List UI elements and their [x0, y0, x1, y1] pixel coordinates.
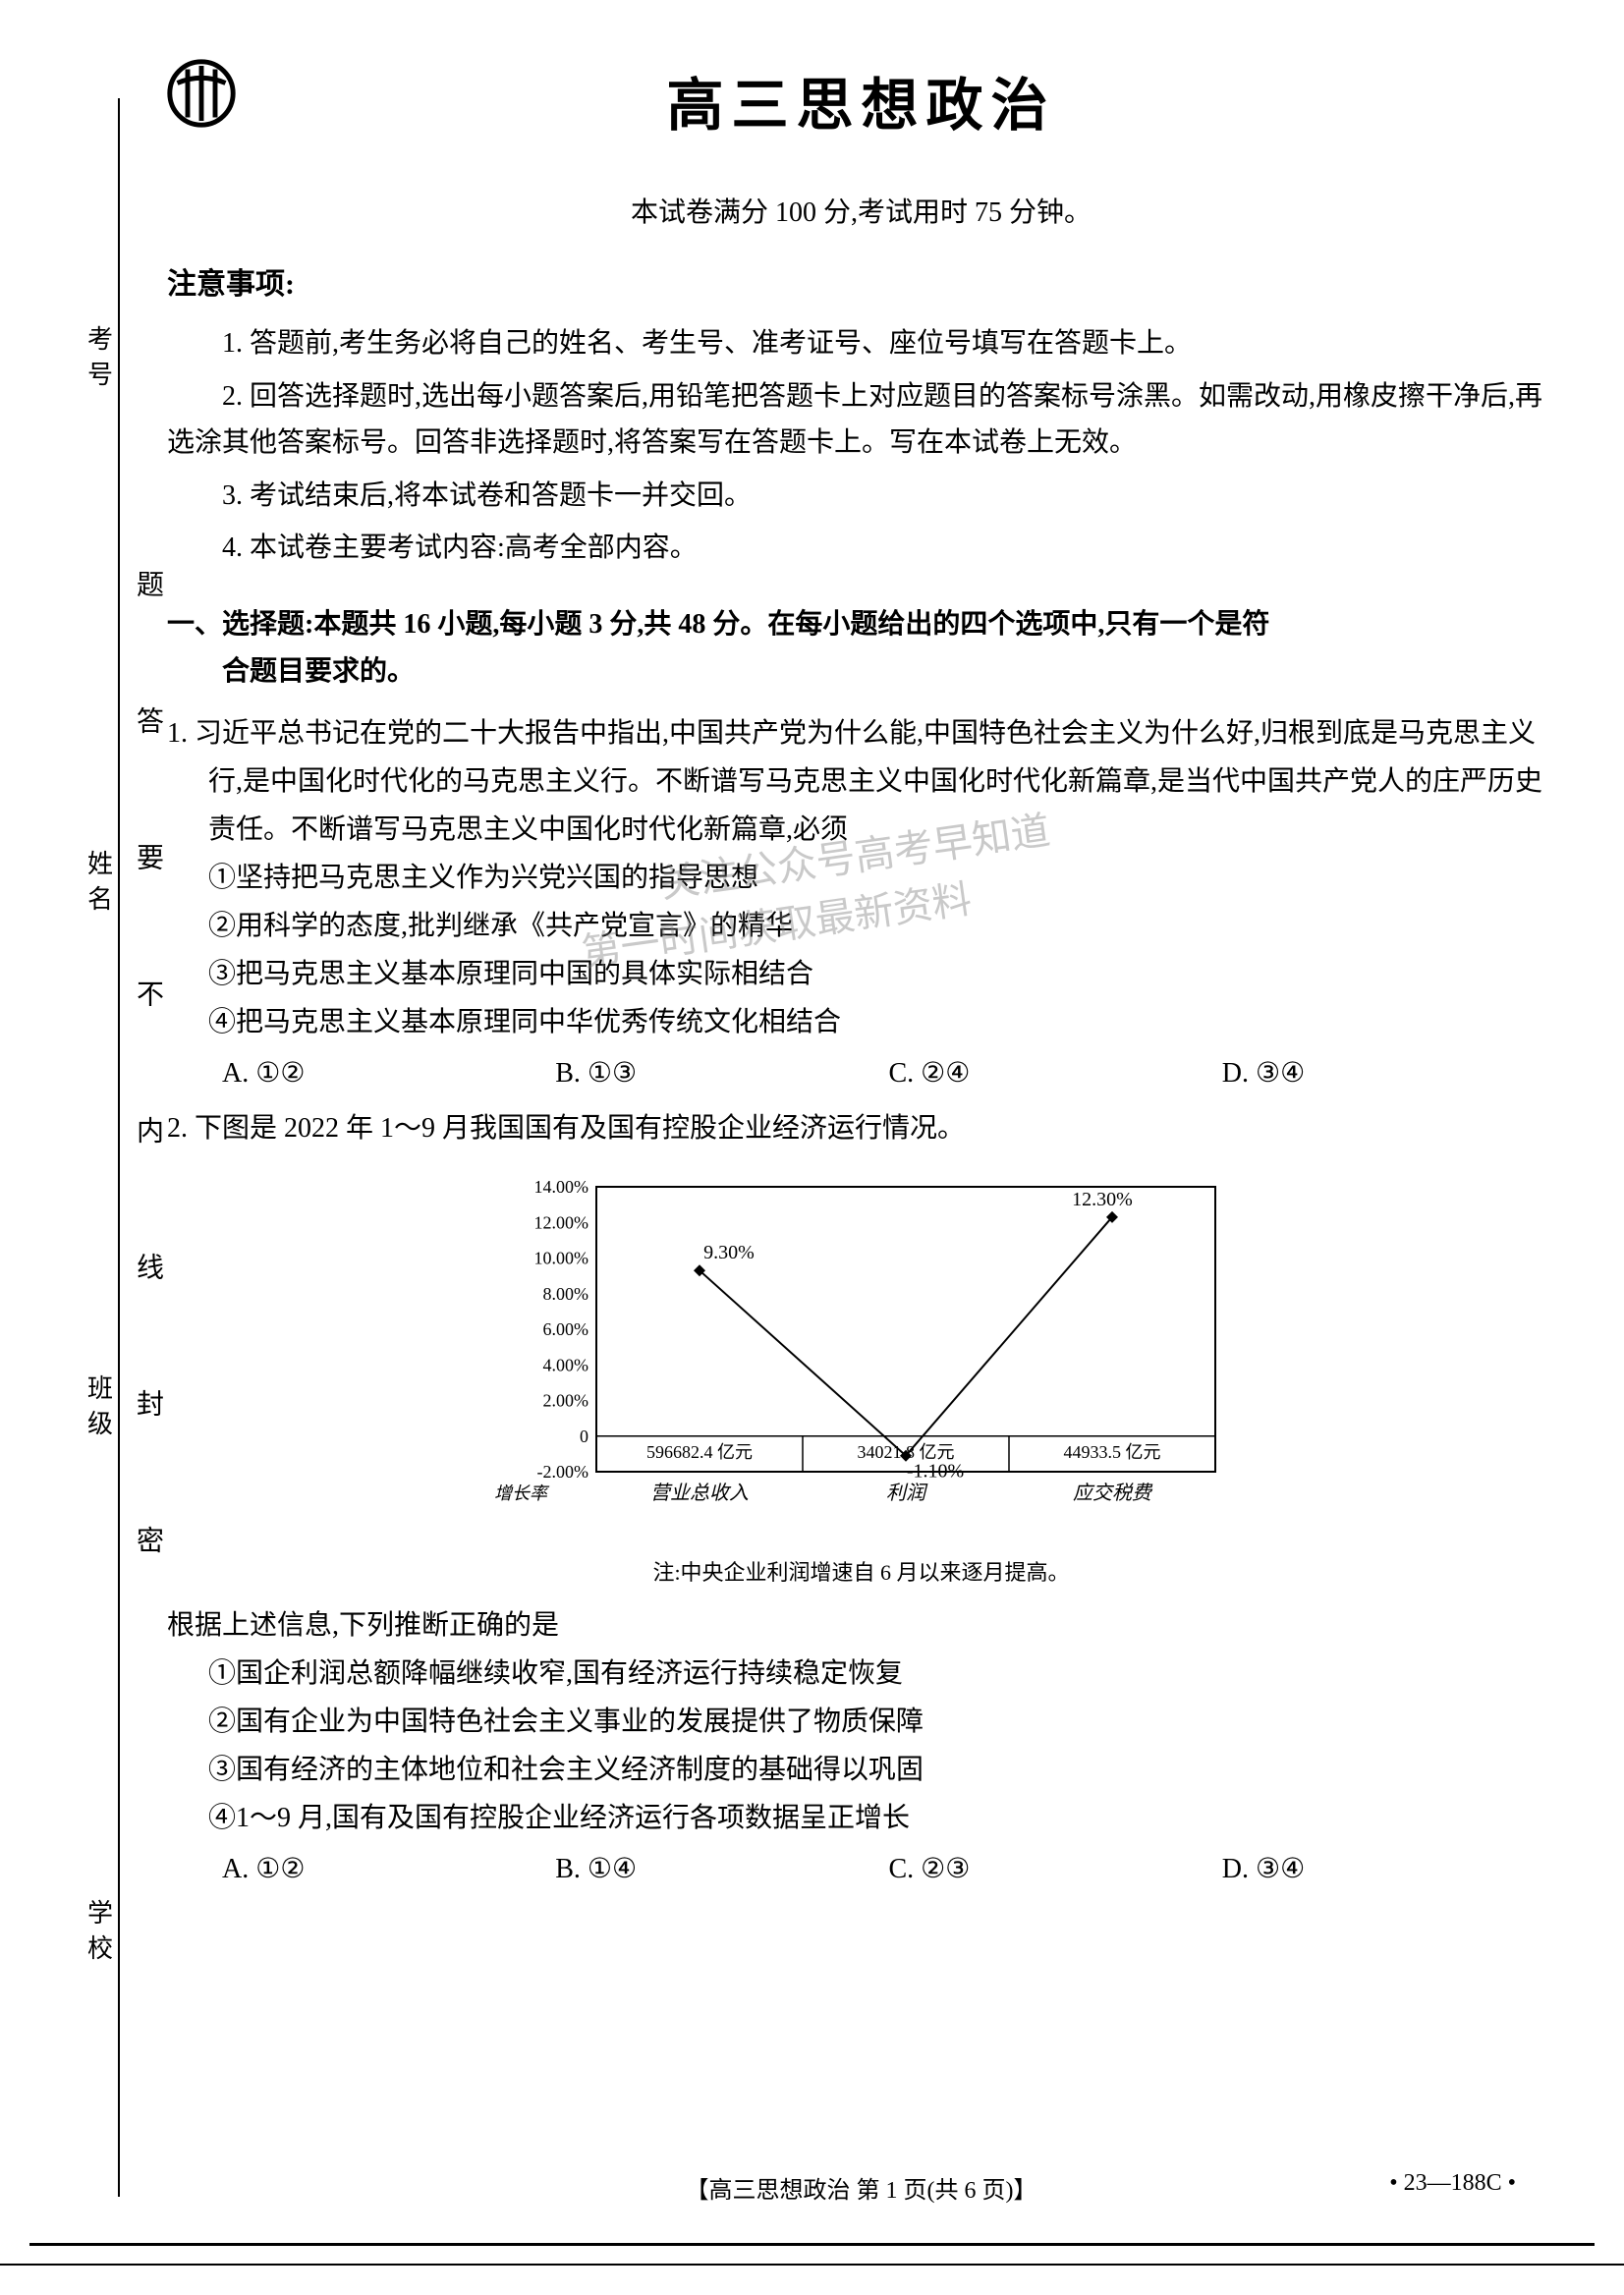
question-1: 1. 习近平总书记在党的二十大报告中指出,中国共产党为什么能,中国特色社会主义为… [167, 709, 1555, 1046]
svg-text:利润: 利润 [886, 1483, 928, 1504]
q2-item3: ③国有经济的主体地位和社会主义经济制度的基础得以巩固 [167, 1746, 1555, 1794]
question-2: 2. 下图是 2022 年 1～9 月我国国有及国有控股企业经济运行情况。 [167, 1104, 1555, 1152]
instruction-3: 3. 考试结束后,将本试卷和答题卡一并交回。 [167, 473, 1555, 520]
q2-chart: 14.00% 12.00% 10.00% 8.00% 6.00% 4.00% 2.00% 0 -… [488, 1167, 1235, 1540]
page-footer: 【高三思想政治 第 1 页(共 6 页)】 • 23—188C • [167, 2170, 1555, 2197]
svg-text:44933.5 亿元: 44933.5 亿元 [1063, 1442, 1160, 1462]
side-label: 考号 [81, 325, 117, 396]
side-label: 姓名 [81, 850, 117, 921]
subtitle: 本试卷满分 100 分,考试用时 75 分钟。 [167, 191, 1555, 230]
instruction-4: 4. 本试卷主要考试内容:高考全部内容。 [167, 525, 1555, 572]
svg-text:34021.8 亿元: 34021.8 亿元 [857, 1442, 954, 1462]
q2-opt-a: A. ①② [222, 1852, 555, 1885]
page-title: 高三思想政治 [666, 59, 1055, 141]
q1-item4: ④把马克思主义基本原理同中华优秀传统文化相结合 [167, 998, 1555, 1046]
q2-stem: 2. 下图是 2022 年 1～9 月我国国有及国有控股企业经济运行情况。 [167, 1104, 1555, 1152]
q1-opt-b: B. ①③ [555, 1056, 888, 1090]
q1-stem: 1. 习近平总书记在党的二十大报告中指出,中国共产党为什么能,中国特色社会主义为… [167, 709, 1555, 854]
svg-text:-2.00%: -2.00% [536, 1462, 588, 1482]
side-label: 学校 [81, 1899, 117, 1970]
svg-text:10.00%: 10.00% [533, 1249, 588, 1268]
svg-text:2.00%: 2.00% [542, 1391, 588, 1411]
q2-options: A. ①② B. ①④ C. ②③ D. ③④ [167, 1852, 1555, 1885]
bottom-rule [29, 2243, 1595, 2246]
svg-text:8.00%: 8.00% [542, 1284, 588, 1304]
instruction-1: 1. 答题前,考生务必将自己的姓名、考生号、准考证号、座位号填写在答题卡上。 [167, 320, 1555, 367]
q2-chart-note: 注:中央企业利润增速自 6 月以来逐月提高。 [167, 1555, 1555, 1587]
svg-text:596682.4 亿元: 596682.4 亿元 [646, 1442, 753, 1462]
page-content: 高三思想政治 本试卷满分 100 分,考试用时 75 分钟。 注意事项: 1. … [167, 59, 1555, 2216]
q2-item1: ①国企利润总额降幅继续收窄,国有经济运行持续稳定恢复 [167, 1650, 1555, 1698]
svg-text:9.30%: 9.30% [703, 1242, 755, 1263]
svg-text:4.00%: 4.00% [542, 1355, 588, 1374]
svg-text:12.30%: 12.30% [1072, 1189, 1133, 1210]
svg-text:增长率: 增长率 [494, 1483, 550, 1503]
side-divider [118, 98, 120, 2197]
footer-center: 【高三思想政治 第 1 页(共 6 页)】 [686, 2170, 1037, 2205]
svg-text:6.00%: 6.00% [542, 1319, 588, 1339]
q1-item2: ②用科学的态度,批判继承《共产党宣言》的精华 [167, 902, 1555, 950]
svg-text:营业总收入: 营业总收入 [650, 1483, 749, 1504]
q2-followup-block: 根据上述信息,下列推断正确的是 ①国企利润总额降幅继续收窄,国有经济运行持续稳定… [167, 1601, 1555, 1842]
svg-text:12.00%: 12.00% [533, 1212, 588, 1232]
q2-opt-b: B. ①④ [555, 1852, 888, 1885]
side-label: 班级 [81, 1374, 117, 1445]
q1-opt-a: A. ①② [222, 1056, 555, 1090]
footer-right: • 23—188C • [1389, 2170, 1516, 2197]
q1-options: A. ①② B. ①③ C. ②④ D. ③④ [167, 1056, 1555, 1090]
q2-opt-d: D. ③④ [1222, 1852, 1555, 1885]
seal-line-text: 题 答 要 不 内 线 封 密 [128, 570, 167, 1593]
header: 高三思想政治 [167, 59, 1555, 141]
section1-line1: 一、选择题:本题共 16 小题,每小题 3 分,共 48 分。在每小题给出的四个… [167, 609, 1269, 640]
q2-followup: 根据上述信息,下列推断正确的是 [167, 1601, 1555, 1650]
svg-text:14.00%: 14.00% [533, 1177, 588, 1197]
q2-item4: ④1～9 月,国有及国有控股企业经济运行各项数据呈正增长 [167, 1794, 1555, 1842]
section1-line2: 合题目要求的。 [167, 648, 1555, 696]
svg-text:应交税费: 应交税费 [1073, 1483, 1153, 1504]
instruction-2: 2. 回答选择题时,选出每小题答案后,用铅笔把答题卡上对应题目的答案标号涂黑。如… [167, 373, 1555, 467]
logo-icon [167, 59, 236, 142]
q2-item2: ②国有企业为中国特色社会主义事业的发展提供了物质保障 [167, 1698, 1555, 1746]
q1-item1: ①坚持把马克思主义作为兴党兴国的指导思想 [167, 854, 1555, 902]
q2-opt-c: C. ②③ [889, 1852, 1222, 1885]
svg-text:0: 0 [580, 1427, 588, 1446]
svg-text:-1.10%: -1.10% [906, 1461, 963, 1483]
q1-opt-c: C. ②④ [889, 1056, 1222, 1090]
section1-heading: 一、选择题:本题共 16 小题,每小题 3 分,共 48 分。在每小题给出的四个… [167, 601, 1555, 695]
q1-opt-d: D. ③④ [1222, 1056, 1555, 1090]
notice-heading: 注意事项: [167, 259, 1555, 303]
q1-item3: ③把马克思主义基本原理同中国的具体实际相结合 [167, 950, 1555, 998]
bottom-rule-2 [0, 2264, 1624, 2266]
